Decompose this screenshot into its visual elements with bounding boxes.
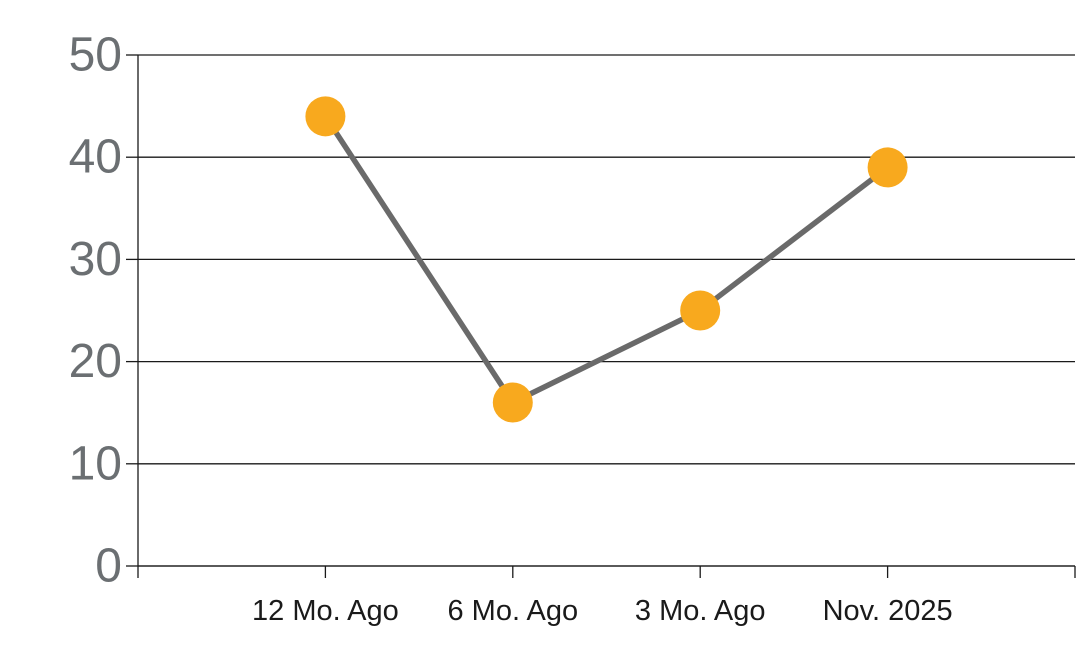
x-tick-label: 6 Mo. Ago	[448, 595, 579, 627]
data-point	[492, 382, 533, 423]
y-tick-label: 30	[69, 233, 122, 286]
data-line	[322, 113, 891, 406]
y-tick-label: 20	[69, 335, 122, 388]
y-tick-label: 40	[69, 131, 122, 184]
data-point	[680, 290, 721, 331]
x-tick-label: 12 Mo. Ago	[252, 595, 399, 627]
y-tick-label: 50	[69, 29, 122, 82]
data-point	[305, 96, 346, 137]
y-tick-label: 0	[95, 540, 122, 593]
data-point	[867, 147, 908, 188]
x-tick-label: 3 Mo. Ago	[635, 595, 766, 627]
y-tick-label: 10	[69, 437, 122, 490]
x-tick-label: Nov. 2025	[823, 595, 953, 627]
